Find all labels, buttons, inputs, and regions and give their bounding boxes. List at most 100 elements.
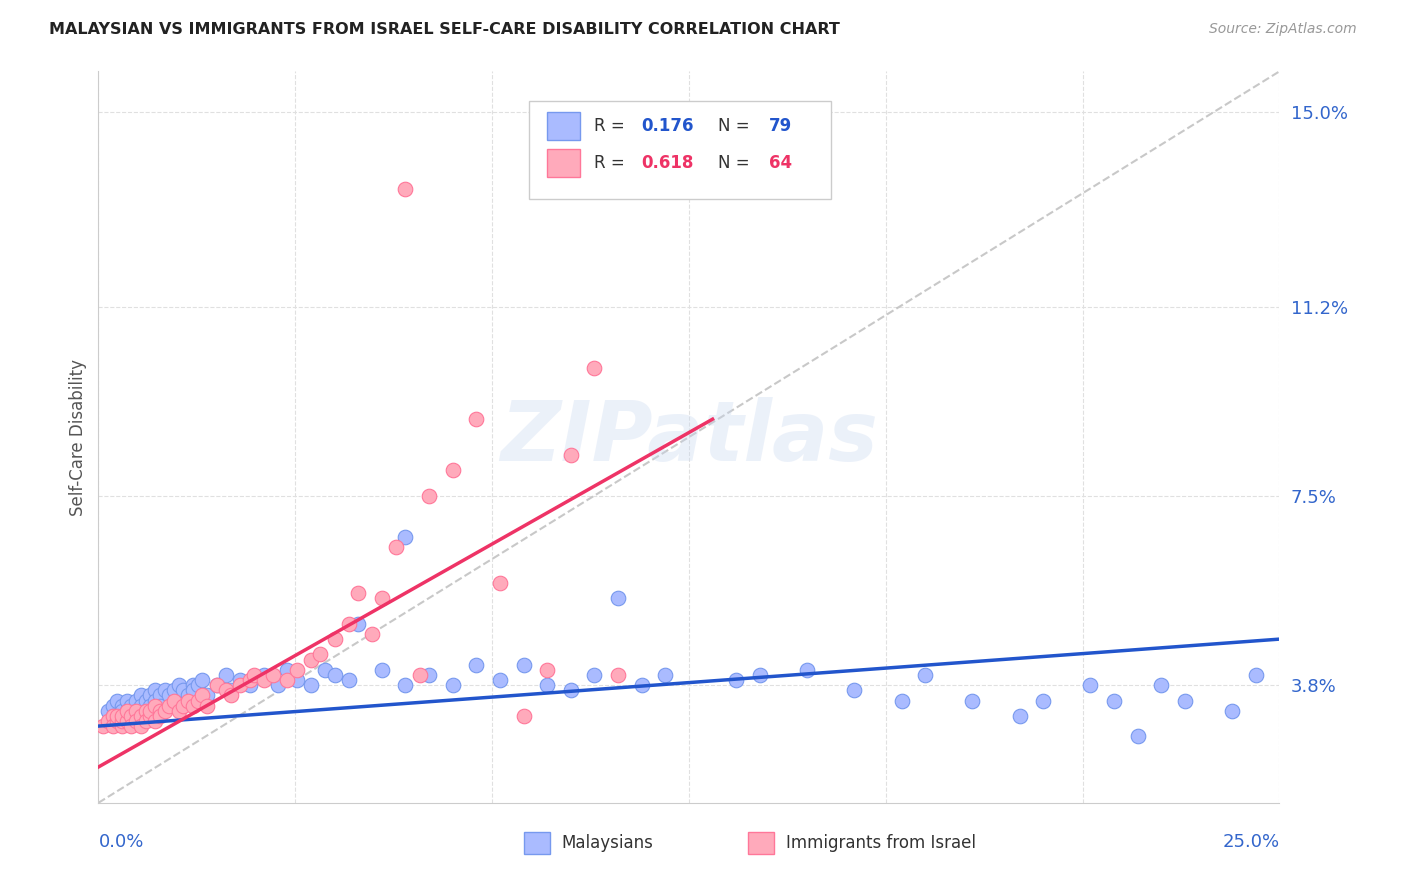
Point <box>285 663 308 677</box>
Point <box>276 663 298 677</box>
Point <box>187 678 209 692</box>
Point <box>181 698 204 713</box>
Point <box>121 719 143 733</box>
Point <box>153 704 176 718</box>
Point <box>489 575 512 590</box>
Point <box>177 689 200 703</box>
Point <box>101 709 124 723</box>
Point <box>962 693 984 707</box>
Point <box>111 709 134 723</box>
Point <box>1220 704 1243 718</box>
Text: 0.176: 0.176 <box>641 117 695 136</box>
Point <box>630 678 652 692</box>
Point <box>361 627 384 641</box>
Text: 0.618: 0.618 <box>641 153 695 172</box>
Point <box>121 709 143 723</box>
Point <box>139 709 162 723</box>
Point <box>125 693 148 707</box>
Point <box>394 530 416 544</box>
Point <box>418 668 440 682</box>
Point <box>157 698 180 713</box>
Point <box>149 704 172 718</box>
Point <box>512 709 534 723</box>
Point <box>105 714 128 728</box>
Point <box>465 412 488 426</box>
Point <box>121 698 143 713</box>
Point <box>607 591 630 606</box>
Point <box>347 616 370 631</box>
Text: 79: 79 <box>769 117 793 136</box>
Point <box>187 693 209 707</box>
Text: R =: R = <box>595 153 630 172</box>
Point <box>135 704 157 718</box>
Point <box>408 668 430 682</box>
Point <box>125 714 148 728</box>
Point <box>239 673 262 687</box>
Text: N =: N = <box>718 153 755 172</box>
Point <box>111 719 134 733</box>
Point <box>314 663 336 677</box>
Point <box>560 683 582 698</box>
Point <box>1032 693 1054 707</box>
Point <box>243 668 266 682</box>
Point <box>748 668 770 682</box>
Text: 0.0%: 0.0% <box>98 833 143 852</box>
Point <box>97 704 120 718</box>
Point <box>91 719 114 733</box>
FancyBboxPatch shape <box>530 101 831 200</box>
Point <box>181 683 204 698</box>
Text: 25.0%: 25.0% <box>1222 833 1279 852</box>
Point <box>1080 678 1102 692</box>
Point <box>111 698 134 713</box>
Text: Immigrants from Israel: Immigrants from Israel <box>786 834 976 852</box>
Point <box>215 683 238 698</box>
Point <box>309 648 332 662</box>
Point <box>536 678 558 692</box>
Point <box>135 714 157 728</box>
Text: ZIPatlas: ZIPatlas <box>501 397 877 477</box>
Point <box>583 361 606 376</box>
Point <box>105 709 128 723</box>
Point <box>796 663 818 677</box>
Point <box>135 704 157 718</box>
Point <box>143 683 166 698</box>
Bar <box>547 112 581 140</box>
Bar <box>523 832 550 854</box>
Text: MALAYSIAN VS IMMIGRANTS FROM ISRAEL SELF-CARE DISABILITY CORRELATION CHART: MALAYSIAN VS IMMIGRANTS FROM ISRAEL SELF… <box>49 22 841 37</box>
Point <box>371 591 394 606</box>
Point <box>229 673 252 687</box>
Point <box>125 704 148 718</box>
Point <box>101 698 124 713</box>
Point <box>129 719 152 733</box>
Point <box>1174 693 1197 707</box>
Point <box>512 657 534 672</box>
Point <box>143 714 166 728</box>
Point <box>205 678 228 692</box>
Point <box>1150 678 1173 692</box>
Point <box>163 693 186 707</box>
Point <box>441 463 464 477</box>
Point <box>129 698 152 713</box>
Point <box>239 678 262 692</box>
Point <box>97 714 120 728</box>
Point <box>489 673 512 687</box>
Point <box>129 709 152 723</box>
Point <box>115 714 138 728</box>
Point <box>337 673 360 687</box>
Point <box>191 673 214 687</box>
Point <box>115 704 138 718</box>
Point <box>276 673 298 687</box>
Point <box>149 709 172 723</box>
Point <box>143 693 166 707</box>
Point <box>371 663 394 677</box>
Point <box>195 698 218 713</box>
Point <box>111 714 134 728</box>
Point <box>607 668 630 682</box>
Point <box>844 683 866 698</box>
Point <box>177 693 200 707</box>
Point <box>105 693 128 707</box>
Point <box>191 689 214 703</box>
Point <box>560 448 582 462</box>
Point <box>139 704 162 718</box>
Point <box>101 719 124 733</box>
